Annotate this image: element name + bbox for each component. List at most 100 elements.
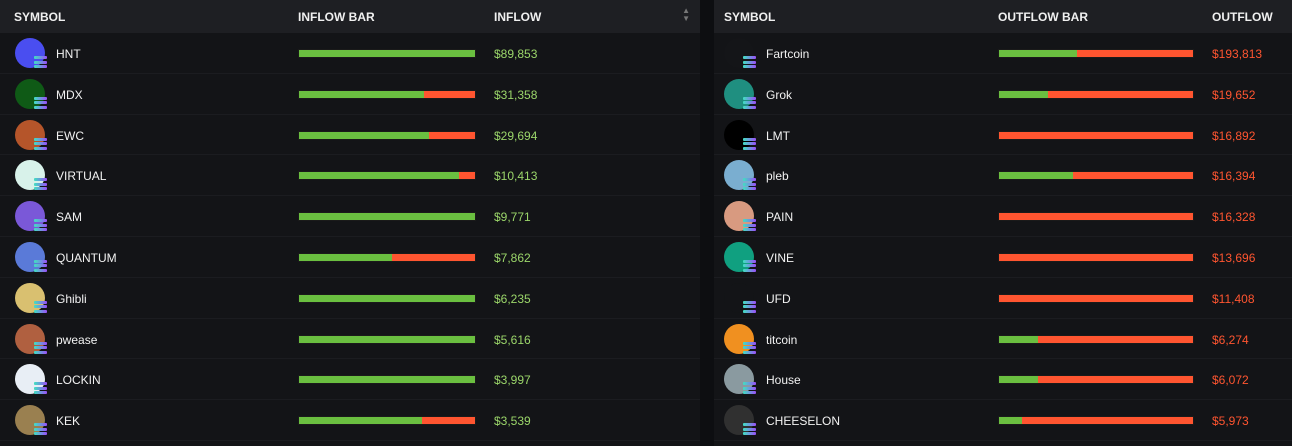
table-row[interactable]: VIRTUAL $10,413 [0,155,700,197]
flow-value: $6,235 [494,291,531,306]
token-symbol[interactable]: LOCKIN [56,373,101,388]
inflow-fill [999,172,1073,180]
table-row[interactable]: titcoin $6,274 [714,319,1292,360]
token-symbol[interactable]: UFD [766,291,791,306]
token-symbol[interactable]: Grok [766,87,793,102]
token-symbol[interactable]: Fartcoin [766,47,810,61]
table-row[interactable]: KEK $3,539 [0,400,700,441]
solana-chain-icon [34,137,47,150]
flow-value: $3,539 [494,414,531,429]
table-row[interactable]: House $6,072 [714,359,1292,401]
sort-icon[interactable]: ▲ ▼ [682,6,690,23]
flow-bar [298,212,476,222]
token-symbol[interactable]: LMT [766,128,790,143]
token-symbol[interactable]: VIRTUAL [56,169,107,184]
table-row[interactable]: SAM $9,771 [0,196,700,237]
inflow-fill [999,90,1048,98]
table-row[interactable]: QUANTUM $7,862 [0,237,700,278]
flow-bar [298,89,476,99]
table-row[interactable]: MDX $31,358 [0,74,700,115]
solana-chain-icon [34,341,47,354]
inflow-fill [999,417,1023,425]
table-row[interactable]: LMT $16,892 [714,115,1292,156]
solana-chain-icon [34,300,47,313]
token-symbol[interactable]: EWC [56,128,84,143]
header-inflow-bar[interactable]: INFLOW BAR [298,10,375,24]
flow-bar [298,375,476,385]
token-symbol[interactable]: VINE [766,250,795,265]
inflow-fill [299,294,475,302]
table-row[interactable]: pwease $5,616 [0,319,700,360]
solana-chain-icon [34,382,47,395]
flow-value: $193,813 [1212,47,1263,61]
token-symbol[interactable]: PAIN [766,210,794,225]
solana-chain-icon [34,56,47,68]
header-outflow[interactable]: OUTFLOW [1212,10,1273,24]
table-row[interactable]: PAIN $16,328 [714,196,1292,237]
flow-value: $11,408 [1212,291,1255,306]
outflow-table: SYMBOL OUTFLOW BAR OUTFLOW Fartcoin $193… [714,0,1292,446]
header-symbol[interactable]: SYMBOL [14,10,66,24]
inflow-fill [299,335,475,343]
flow-bar [998,334,1194,344]
flow-bar [998,293,1194,303]
table-row[interactable]: CHEESELON $5,973 [714,400,1292,441]
token-symbol[interactable]: Ghibli [56,291,87,306]
flow-bar [998,130,1194,140]
flow-bar [298,293,476,303]
solana-chain-icon [34,259,47,272]
inflow-fill [999,376,1038,384]
table-row[interactable]: Fartcoin $193,813 [714,33,1292,74]
inflow-fill [299,172,460,180]
flow-value: $16,394 [1212,169,1256,184]
flow-value: $6,274 [1212,332,1249,347]
flow-value: $19,652 [1212,87,1256,102]
flow-bar [298,416,476,426]
flow-bar [998,252,1194,262]
token-symbol[interactable]: QUANTUM [56,250,117,265]
inflow-fill [299,131,430,139]
solana-chain-icon [743,96,756,109]
table-row[interactable]: LOCKIN $3,997 [0,359,700,401]
solana-chain-icon [743,423,756,436]
header-inflow[interactable]: INFLOW [494,10,542,24]
flow-bar [998,171,1194,181]
solana-chain-icon [743,300,756,313]
table-row[interactable]: Ghibli $6,235 [0,278,700,319]
solana-chain-icon [34,219,47,232]
token-symbol[interactable]: titcoin [766,332,798,347]
flow-value: $31,358 [494,87,538,102]
solana-chain-icon [743,382,756,395]
header-symbol[interactable]: SYMBOL [724,10,776,24]
flow-bar [998,212,1194,222]
flow-value: $29,694 [494,128,538,143]
token-symbol[interactable]: House [766,373,801,388]
inflow-fill [299,253,393,261]
token-symbol[interactable]: pleb [766,169,789,184]
table-header: SYMBOL INFLOW BAR INFLOW ▲ ▼ [0,0,700,33]
token-symbol[interactable]: KEK [56,414,81,429]
table-row[interactable]: UFD $11,408 [714,278,1292,319]
token-symbol[interactable]: SAM [56,210,83,225]
table-row[interactable]: EWC $29,694 [0,115,700,156]
flow-value: $5,616 [494,332,531,347]
token-symbol[interactable]: MDX [56,87,83,102]
table-row[interactable]: pleb $16,394 [714,155,1292,197]
token-symbol[interactable]: CHEESELON [766,414,841,429]
table-row[interactable]: HNT $89,853 [0,33,700,74]
flow-value: $3,997 [494,373,531,388]
flow-value: $5,973 [1212,414,1249,429]
inflow-fill [299,417,423,425]
flow-bar [298,49,476,58]
inflow-fill [999,335,1038,343]
token-symbol[interactable]: HNT [56,47,81,61]
flow-bar [998,89,1194,99]
table-row[interactable]: Grok $19,652 [714,74,1292,115]
solana-chain-icon [743,56,756,68]
header-outflow-bar[interactable]: OUTFLOW BAR [998,10,1088,24]
solana-chain-icon [743,341,756,354]
flow-value: $16,328 [1212,210,1256,225]
token-symbol[interactable]: pwease [56,332,98,347]
flow-value: $9,771 [494,210,531,225]
table-row[interactable]: VINE $13,696 [714,237,1292,278]
